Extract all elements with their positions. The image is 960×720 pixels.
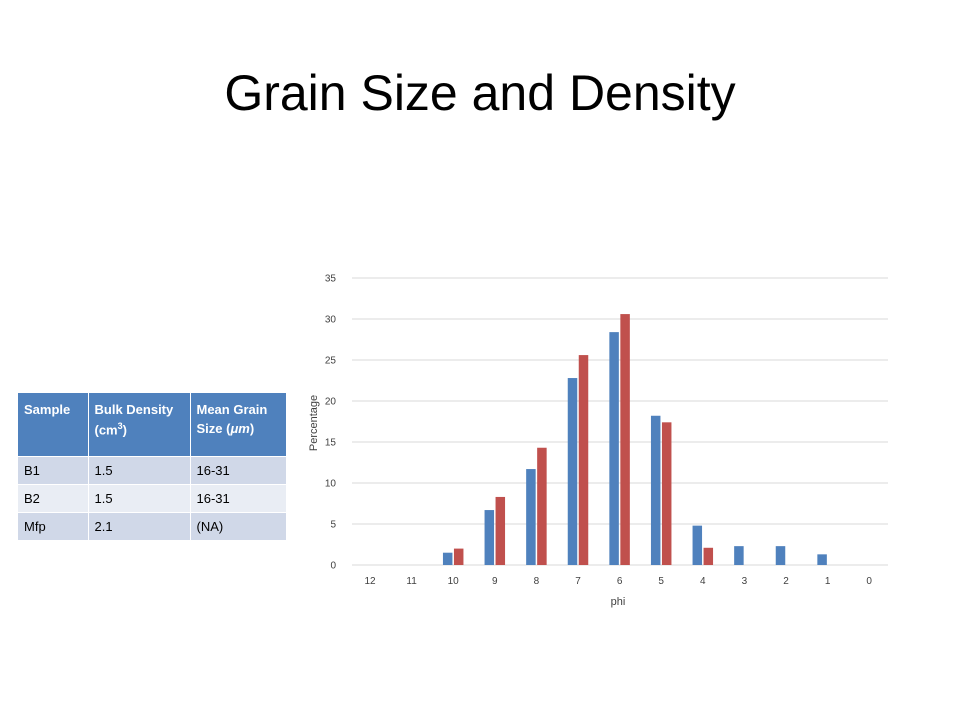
cell-sample: B1 (18, 455, 88, 484)
cell-sample: B2 (18, 483, 88, 512)
y-tick-label: 25 (325, 356, 337, 367)
bar-b1-phi-6 (609, 332, 619, 565)
x-tick-label: 10 (448, 576, 460, 587)
x-tick-label: 7 (575, 576, 581, 587)
table-row: B1 1.5 16-31 (18, 455, 286, 484)
cell-bulk-density: 1.5 (87, 483, 190, 512)
cell-mean-grain-size: 16-31 (189, 483, 286, 512)
bar-b2-phi-7 (578, 355, 589, 565)
cell-mean-grain-size: (NA) (189, 511, 286, 540)
x-tick-label: 11 (406, 576, 417, 587)
bars (442, 314, 827, 565)
grain-density-table: Sample Bulk Density (cm3) Mean Grain Siz… (18, 393, 286, 540)
bar-b1-phi-8 (526, 469, 536, 565)
table-row: B2 1.5 16-31 (18, 483, 286, 512)
x-tick-label: 0 (866, 576, 872, 587)
bar-b1-phi-4 (692, 525, 703, 565)
header-mean-grain-size: Mean Grain Size (μm) (189, 393, 286, 456)
bar-b2-phi-4 (703, 547, 714, 565)
bar-b2-phi-10 (453, 548, 464, 565)
bar-b1-phi-2 (775, 546, 786, 565)
y-tick-label: 20 (325, 397, 337, 408)
y-tick-label: 10 (325, 479, 337, 490)
header-sample: Sample (18, 393, 88, 456)
x-tick-label: 3 (742, 576, 748, 587)
cell-bulk-density: 1.5 (87, 455, 190, 484)
bar-b2-phi-6 (620, 314, 630, 565)
table-row: Mfp 2.1 (NA) (18, 511, 286, 540)
bar-b1-phi-10 (442, 552, 453, 565)
x-tick-label: 8 (534, 576, 540, 587)
y-axis-title: Percentage (308, 395, 320, 451)
y-tick-label: 30 (325, 315, 337, 326)
gridlines (352, 277, 888, 566)
table-header-row: Sample Bulk Density (cm3) Mean Grain Siz… (18, 393, 286, 456)
y-tick-label: 15 (325, 438, 337, 449)
x-tick-label: 12 (364, 576, 376, 587)
y-tick-label: 0 (330, 561, 336, 572)
cell-bulk-density: 2.1 (87, 511, 190, 540)
bar-b1-phi-3 (734, 546, 744, 565)
x-tick-label: 9 (492, 576, 498, 587)
x-tick-label: 5 (658, 576, 664, 587)
y-tick-label: 5 (330, 520, 336, 531)
bar-b2-phi-5 (661, 422, 672, 565)
x-tick-label: 6 (617, 576, 623, 587)
header-bulk-density: Bulk Density (cm3) (87, 393, 190, 456)
cell-sample: Mfp (18, 511, 88, 540)
x-tick-label: 2 (783, 576, 789, 587)
x-tick-label: 1 (825, 576, 831, 587)
x-tick-label: 4 (700, 576, 706, 587)
bar-b1-phi-7 (567, 378, 578, 565)
bar-b1-phi-5 (650, 415, 661, 565)
bar-b2-phi-8 (537, 447, 547, 565)
x-axis-title: phi (611, 596, 626, 608)
slide-title: Grain Size and Density (224, 65, 736, 121)
y-tick-label: 35 (325, 274, 337, 285)
bar-b2-phi-9 (495, 496, 506, 565)
cell-mean-grain-size: 16-31 (189, 455, 286, 484)
y-axis-ticks: 0 5 10 15 20 25 30 35 (325, 274, 337, 572)
bar-b1-phi-1 (817, 554, 827, 565)
x-axis-ticks: 12 11 10 9 8 7 6 5 4 3 2 1 0 (364, 576, 872, 587)
bar-b1-phi-9 (484, 510, 495, 565)
